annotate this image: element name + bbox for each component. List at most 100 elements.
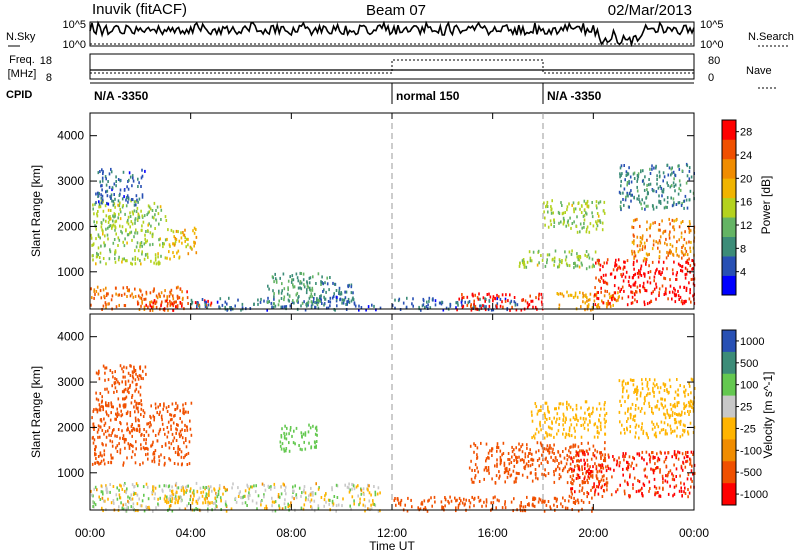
echo-cell: [173, 447, 175, 450]
echo-cell: [134, 461, 137, 465]
echo-cell: [196, 301, 199, 304]
echo-cell: [114, 214, 116, 218]
echo-cell: [113, 238, 116, 241]
echo-cell: [471, 480, 474, 484]
echo-cell: [237, 495, 240, 498]
echo-cell: [555, 407, 557, 411]
echo-cell: [163, 308, 166, 312]
echo-cell: [603, 211, 606, 215]
echo-cell: [513, 448, 515, 452]
echo-cell: [167, 500, 170, 504]
echo-cell: [581, 488, 583, 492]
echo-cell: [504, 297, 507, 301]
echo-cell: [622, 272, 625, 276]
echo-cell: [92, 494, 94, 498]
echo-cell: [160, 218, 162, 221]
echo-cell: [628, 181, 630, 185]
echo-cell: [116, 486, 118, 490]
echo-cell: [106, 194, 109, 198]
echo-cell: [553, 452, 555, 455]
echo-cell: [664, 457, 667, 461]
echo-cell: [135, 245, 138, 249]
echo-cell: [99, 425, 101, 429]
echo-cell: [122, 404, 125, 408]
echo-cell: [447, 499, 449, 503]
echo-cell: [195, 251, 198, 255]
echo-cell: [98, 200, 100, 204]
echo-cell: [119, 451, 122, 455]
echo-cell: [288, 432, 290, 436]
echo-cell: [122, 507, 125, 511]
echo-cell: [595, 200, 598, 204]
echo-cell: [270, 301, 273, 305]
echo-cell: [320, 297, 322, 301]
echo-cell: [673, 396, 676, 400]
echo-cell: [188, 502, 190, 506]
echo-cell: [575, 417, 578, 421]
echo-cell: [626, 181, 629, 184]
echo-cell: [690, 477, 692, 481]
echo-cell: [194, 241, 196, 245]
echo-cell: [688, 281, 690, 285]
echo-cell: [580, 305, 582, 309]
echo-cell: [665, 289, 667, 292]
echo-cell: [190, 298, 193, 302]
echo-cell: [427, 499, 429, 503]
echo-cell: [658, 494, 660, 498]
echo-cell: [622, 454, 624, 458]
echo-cell: [102, 288, 105, 292]
echo-cell: [441, 507, 443, 511]
echo-cell: [478, 308, 481, 312]
echo-cell: [578, 258, 581, 262]
echo-cell: [117, 293, 120, 297]
echo-cell: [157, 252, 159, 256]
echo-cell: [537, 249, 540, 253]
echo-cell: [660, 273, 662, 276]
echo-cell: [621, 285, 624, 289]
echo-cell: [104, 378, 106, 382]
echo-cell: [323, 498, 326, 502]
echo-cell: [128, 391, 130, 395]
echo-cell: [668, 290, 671, 294]
echo-cell: [595, 227, 598, 231]
echo-cell: [145, 292, 148, 296]
echo-cell: [615, 490, 617, 494]
echo-cell: [141, 301, 143, 305]
echo-cell: [663, 276, 665, 280]
echo-cell: [544, 474, 547, 478]
echo-cell: [353, 301, 356, 305]
echo-cell: [669, 278, 671, 282]
ytick-label: 4000: [57, 330, 84, 344]
echo-cell: [143, 214, 146, 218]
echo-cell: [149, 308, 151, 312]
echo-cell: [681, 220, 684, 223]
echo-cell: [630, 193, 632, 197]
echo-cell: [114, 417, 116, 421]
echo-cell: [105, 227, 107, 231]
echo-cell: [314, 426, 317, 430]
echo-cell: [630, 180, 633, 184]
echo-cell: [177, 452, 179, 456]
echo-cell: [150, 259, 152, 263]
echo-cell: [632, 226, 635, 229]
echo-cell: [143, 438, 145, 442]
echo-cell: [588, 265, 591, 269]
echo-cell: [673, 450, 676, 454]
echo-cell: [140, 443, 142, 447]
echo-cell: [406, 296, 408, 300]
echo-cell: [684, 194, 687, 198]
echo-cell: [659, 185, 662, 188]
echo-cell: [135, 403, 137, 407]
echo-cell: [321, 275, 323, 279]
echo-cell: [640, 267, 642, 271]
echo-cell: [677, 201, 680, 205]
echo-cell: [126, 428, 128, 432]
echo-cell: [565, 432, 567, 436]
echo-cell: [175, 439, 178, 442]
echo-cell: [174, 236, 177, 240]
echo-cell: [624, 411, 627, 415]
echo-cell: [572, 445, 574, 449]
echo-cell: [628, 179, 630, 183]
echo-cell: [111, 226, 113, 230]
echo-cell: [109, 418, 112, 422]
